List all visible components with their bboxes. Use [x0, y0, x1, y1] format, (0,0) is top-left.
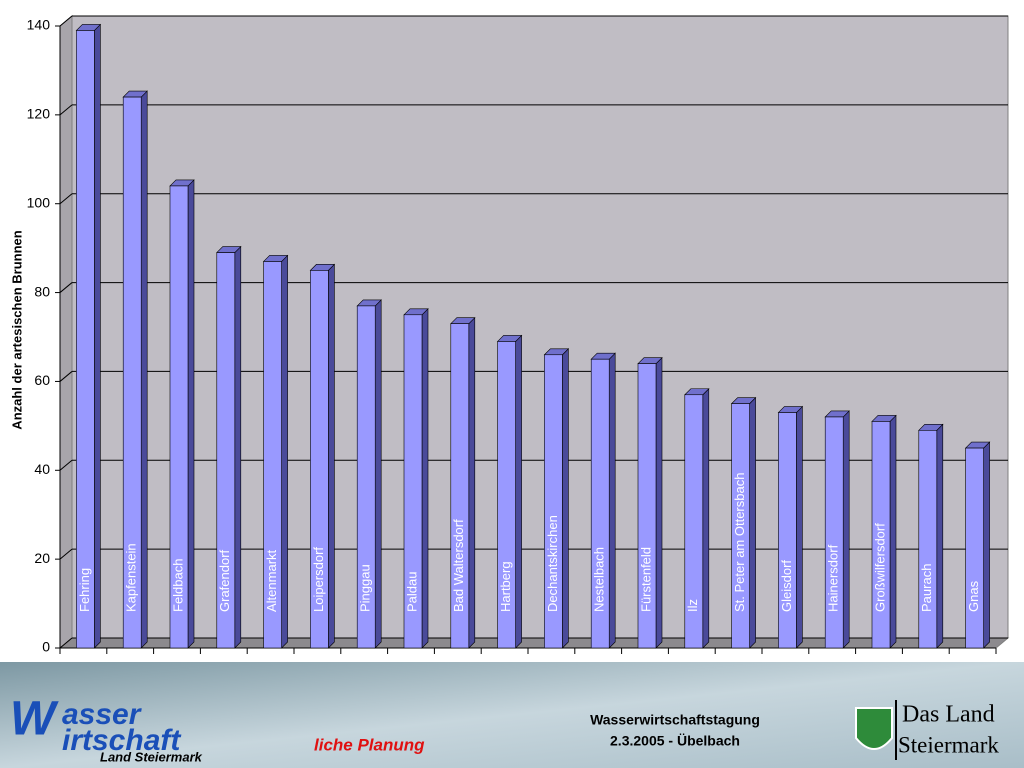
y-tick-label: 120: [27, 106, 51, 122]
y-tick-label: 60: [34, 372, 50, 388]
y-tick-label: 140: [27, 17, 51, 33]
bar-side: [94, 23, 101, 649]
grid-line: [59, 193, 73, 205]
x-tick-label: Hartberg: [498, 561, 513, 612]
x-tick-label: Dechantskirchen: [545, 515, 560, 612]
grid-line: [59, 548, 73, 560]
x-tick-label: Loipersdorf: [311, 547, 326, 612]
bar: [356, 305, 376, 649]
grid-line: [59, 371, 73, 382]
plot-floor: [58, 637, 1010, 649]
bar: [871, 421, 891, 649]
logo-text: Land Steiermark: [100, 749, 203, 764]
coat-of-arms: [855, 707, 893, 750]
bar: [590, 358, 610, 649]
x-tick-label: St. Peter am Ottersbach: [732, 473, 747, 612]
x-tick-label: Bad Waltersdorf: [451, 519, 466, 612]
bar: [76, 30, 95, 649]
state-name: Das Land: [902, 702, 995, 728]
y-tick-label: 40: [34, 461, 50, 477]
x-tick-label: Altenmarkt: [264, 549, 279, 612]
plot-wall: [71, 15, 1009, 639]
bar: [497, 341, 516, 649]
bar: [403, 314, 423, 649]
event-date: 2.3.2005 - Übelbach: [610, 733, 740, 749]
y-tick-label: 100: [27, 194, 51, 210]
x-tick-label: Grafendorf: [217, 549, 232, 612]
x-tick-label: Kapfenstein: [124, 543, 139, 612]
y-tick-label: 0: [42, 639, 50, 655]
bar: [544, 354, 563, 649]
grid-line: [59, 15, 73, 27]
bar-side: [374, 299, 382, 649]
bar-side: [842, 410, 850, 649]
x-tick-label: Paldau: [404, 572, 419, 612]
bar-side: [889, 414, 897, 649]
bar-side: [749, 396, 756, 649]
x-tick-label: Gleisdorf: [779, 560, 794, 612]
bar: [122, 96, 142, 649]
bar-side: [936, 423, 944, 649]
bar: [731, 403, 750, 649]
bar-side: [140, 90, 148, 649]
y-tick-label: 80: [34, 283, 50, 299]
x-tick-label: Gnas: [966, 580, 981, 612]
bar: [918, 429, 938, 649]
x-tick-label: Ilz: [685, 599, 700, 612]
grid-line: [59, 104, 73, 116]
bar-side: [468, 316, 476, 649]
bar: [169, 185, 189, 649]
logo: W asser irtschaft liche Planung Land Ste…: [10, 693, 425, 765]
x-tick-label: Nestelbach: [592, 547, 607, 612]
bar: [824, 416, 844, 649]
x-tick-label: Hainersdorf: [826, 544, 841, 612]
x-tick-label: Pinggau: [358, 564, 373, 612]
grid-line: [59, 637, 73, 649]
bar: [637, 363, 657, 649]
grid-line: [59, 282, 73, 293]
bar-side: [515, 334, 522, 649]
logo-text: asser: [62, 698, 143, 731]
logo-w: W: [10, 693, 59, 746]
bar-side: [655, 356, 663, 649]
bar: [684, 394, 704, 649]
bar: [216, 252, 236, 649]
bar-side: [796, 405, 803, 649]
grid-line: [59, 459, 73, 471]
bar-side: [328, 263, 335, 649]
logo-text: irtschaft: [62, 724, 182, 757]
event-title: Wasserwirtschaftstagung: [590, 712, 760, 728]
bar-side: [608, 352, 616, 649]
bar-side: [702, 388, 710, 649]
x-tick-label: Feldbach: [170, 559, 185, 612]
bar-side: [562, 348, 569, 649]
bar: [450, 323, 470, 649]
bar-side: [281, 254, 288, 649]
bar: [778, 412, 797, 649]
y-tick-label: 20: [34, 550, 50, 566]
bar: [263, 261, 282, 649]
bar: [310, 270, 329, 649]
x-tick-label: Paurach: [919, 564, 934, 612]
x-tick-label: Fürstenfeld: [638, 547, 653, 612]
bar-side: [234, 245, 242, 649]
x-tick-label: Fehring: [77, 568, 92, 612]
y-axis-label: Anzahl der artesischen Brunnen: [9, 230, 24, 429]
bar-side: [421, 308, 429, 649]
logo-text: liche Planung: [314, 735, 425, 754]
footer-banner: [0, 662, 1024, 768]
bar: [965, 447, 984, 649]
plot-side: [59, 14, 73, 650]
state-name: Steiermark: [898, 732, 999, 757]
bar-side: [187, 179, 195, 649]
bar-side: [983, 441, 990, 649]
x-tick-label: Großwilfersdorf: [872, 523, 887, 612]
